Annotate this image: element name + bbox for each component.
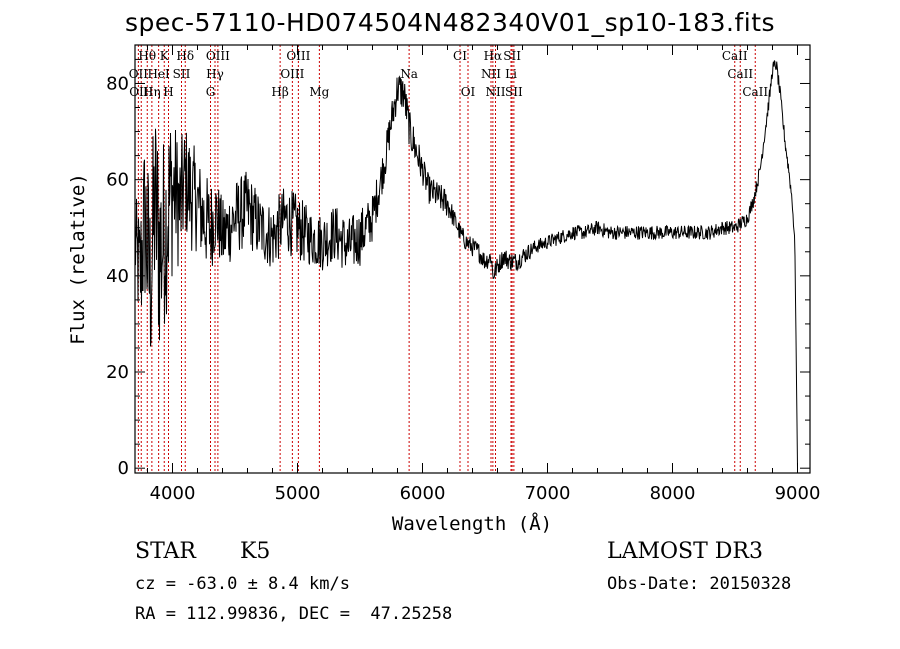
y-tick-labels: 0 20 40 60 80 (106, 73, 129, 479)
line-label-19: Hη (143, 85, 161, 99)
object-class: STAR (135, 539, 196, 564)
line-label-7: SII (503, 49, 521, 63)
line-label-6: Hα (484, 49, 503, 63)
object-subclass: K5 (240, 539, 271, 564)
survey-name: LAMOST DR3 (607, 539, 763, 564)
line-label-14: Na (400, 67, 418, 81)
line-label-20: H (163, 85, 173, 99)
line-label-16: Li (505, 67, 517, 81)
x-tick-label-0: 4000 (150, 483, 196, 504)
line-label-26: SII (505, 85, 523, 99)
y-tick-label-4: 80 (106, 73, 129, 94)
spectral-line-markers (137, 45, 756, 473)
observation-date: Obs-Date: 20150328 (607, 574, 792, 594)
x-axis-label: Wavelength (Å) (392, 512, 552, 535)
y-tick-label-3: 60 (106, 170, 129, 191)
redshift-velocity: cz = -63.0 ± 8.4 km/s (135, 574, 350, 594)
line-label-3: OIII (206, 49, 230, 63)
chart-title: spec-57110-HD074504N482340V01_sp10-183.f… (124, 8, 776, 37)
line-label-21: G (206, 85, 216, 99)
plot-frame (134, 44, 811, 474)
line-label-9: OII (129, 67, 149, 81)
x-tick-label-1: 5000 (275, 483, 321, 504)
line-label-17: CaII (727, 67, 753, 81)
x-tick-label-2: 6000 (400, 483, 446, 504)
line-label-23: Mg (309, 85, 329, 99)
x-tick-label-3: 7000 (525, 483, 571, 504)
x-tick-label-5: 9000 (775, 483, 821, 504)
line-label-25: NII (486, 85, 506, 99)
line-label-15: NII (481, 67, 501, 81)
y-axis-label: Flux (relative) (67, 173, 89, 345)
line-label-5: CI (453, 49, 467, 63)
line-label-1: K (160, 49, 170, 63)
y-tick-label-1: 20 (106, 362, 129, 383)
line-label-11: SII (173, 67, 191, 81)
line-label-22: Hβ (271, 85, 288, 99)
line-label-0: Hθ (138, 49, 156, 63)
x-tick-label-4: 8000 (650, 483, 696, 504)
line-label-13: OIII (280, 67, 304, 81)
x-tick-labels: 4000 5000 6000 7000 8000 9000 (150, 483, 821, 504)
line-label-8: CaII (722, 49, 748, 63)
line-label-2: Hδ (176, 49, 194, 63)
line-label-24: OI (461, 85, 476, 99)
y-tick-label-2: 40 (106, 266, 129, 287)
line-label-4: OIII (286, 49, 310, 63)
spectrum-line (134, 59, 798, 469)
axis-ticks (135, 45, 810, 473)
line-label-27: CaII (742, 85, 768, 99)
coordinates: RA = 112.99836, DEC = 47.25258 (135, 604, 453, 624)
spectrum-series (134, 59, 798, 469)
y-tick-label-0: 0 (118, 458, 129, 479)
line-label-10: HeI (147, 67, 170, 81)
line-label-12: Hγ (206, 67, 224, 81)
